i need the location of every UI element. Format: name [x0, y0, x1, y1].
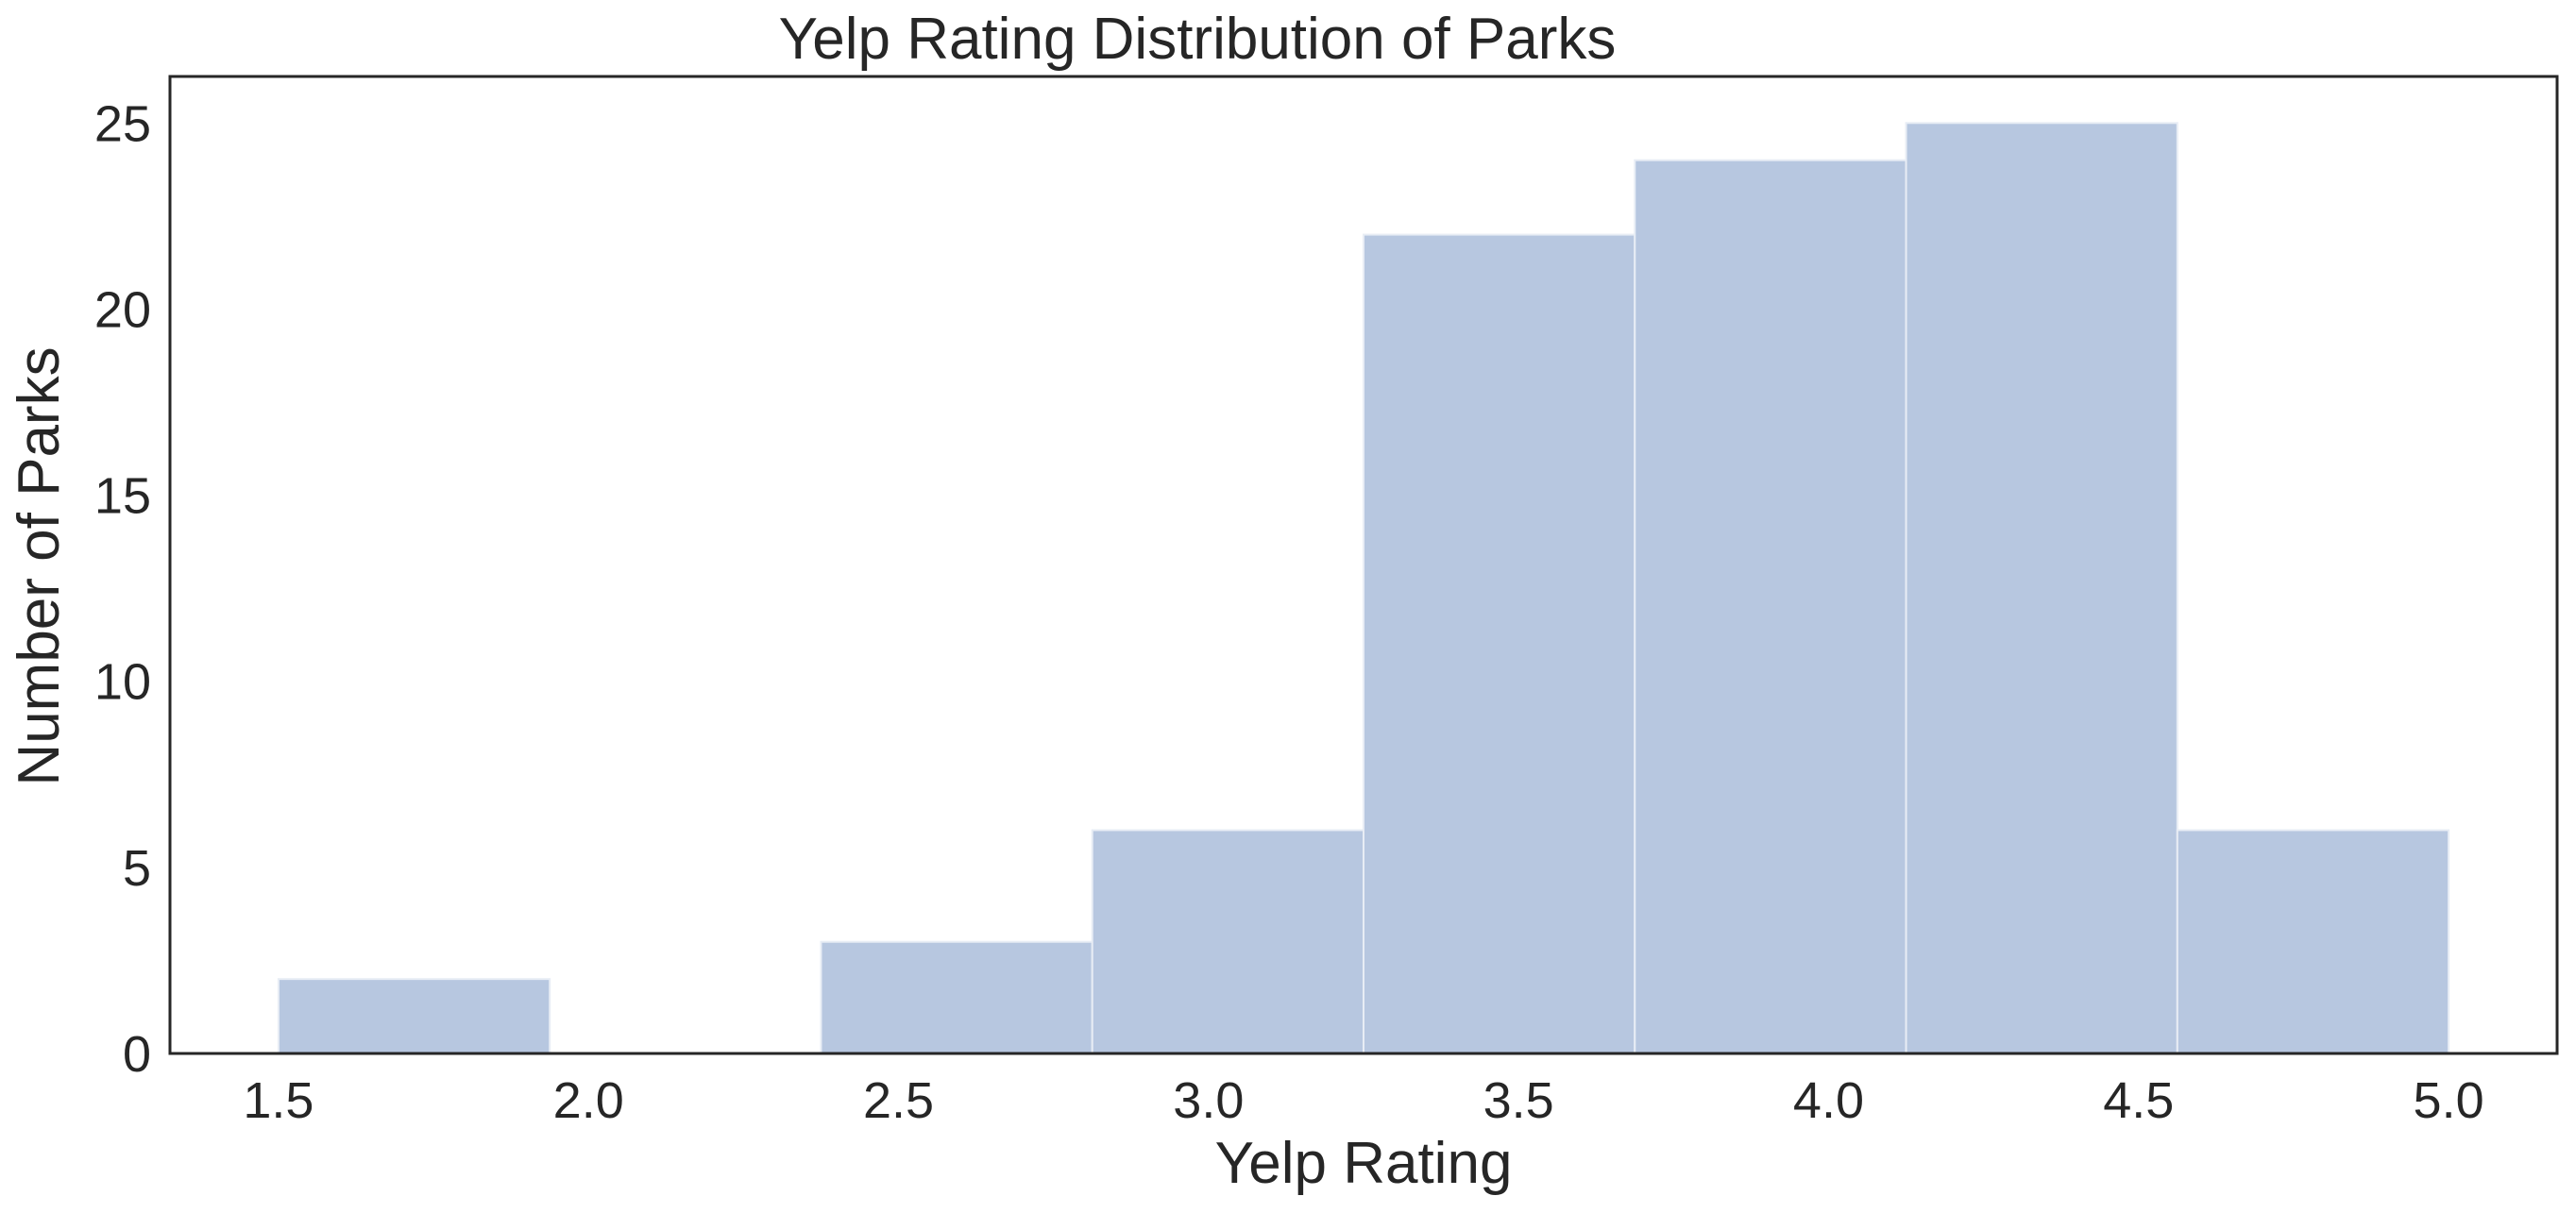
bars-group — [277, 122, 2450, 1055]
y-tick-label: 25 — [94, 95, 151, 152]
x-tick-label: 4.0 — [1793, 1072, 1864, 1129]
y-tick-label: 5 — [123, 840, 151, 897]
x-tick-label: 1.5 — [243, 1072, 314, 1129]
x-tick-label: 2.5 — [863, 1072, 934, 1129]
x-tick-label: 5.0 — [2414, 1072, 2484, 1129]
histogram-bar — [1363, 233, 1636, 1055]
histogram-bar — [277, 978, 551, 1054]
y-axis-title: Number of Parks — [7, 346, 72, 785]
y-tick-label: 10 — [94, 654, 151, 711]
x-tick-label: 4.5 — [2103, 1072, 2174, 1129]
y-tick-labels: 0 5 10 15 20 25 — [94, 95, 151, 1083]
plot-frame — [168, 75, 2559, 1055]
histogram-bar — [820, 940, 1093, 1055]
histogram-bar — [1634, 159, 1907, 1054]
x-tick-labels: 1.5 2.0 2.5 3.0 3.5 4.0 4.5 5.0 — [243, 1072, 2483, 1129]
x-axis-title: Yelp Rating — [1215, 1131, 1513, 1196]
y-tick-label: 20 — [94, 281, 151, 338]
y-tick-label: 0 — [123, 1026, 151, 1083]
histogram-bar — [1091, 829, 1365, 1055]
histogram-bar — [2176, 829, 2450, 1055]
histogram-bar — [1905, 122, 2178, 1055]
y-tick-label: 15 — [94, 468, 151, 525]
x-tick-label: 3.0 — [1173, 1072, 1244, 1129]
x-tick-label: 2.0 — [553, 1072, 624, 1129]
x-tick-label: 3.5 — [1483, 1072, 1554, 1129]
chart-title: Yelp Rating Distribution of Parks — [779, 7, 1617, 72]
